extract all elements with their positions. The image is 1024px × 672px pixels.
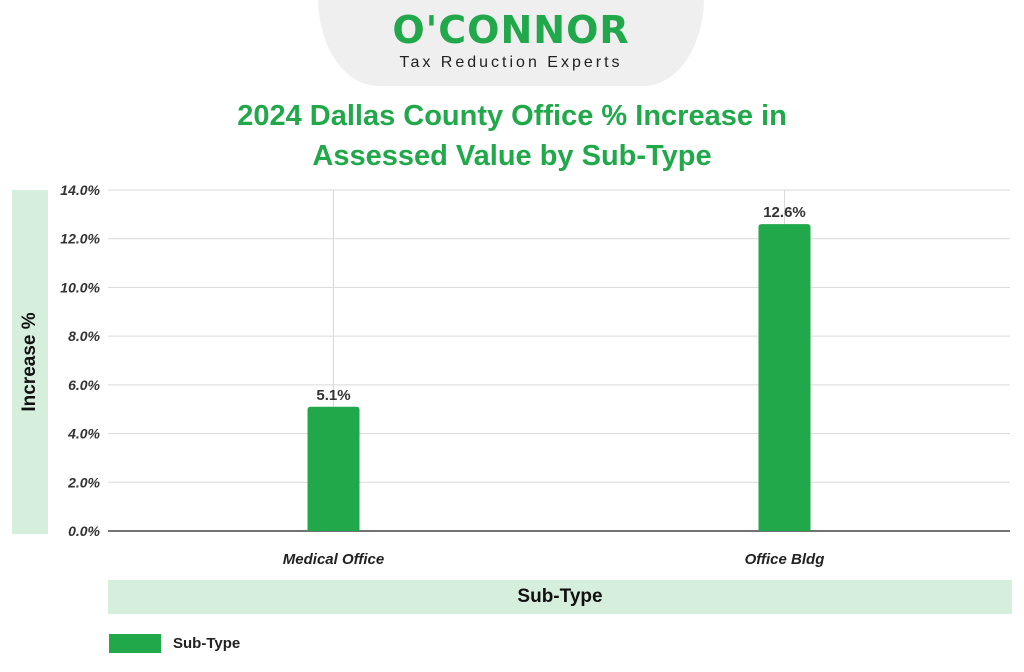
- y-tick-label: 10.0%: [60, 279, 100, 295]
- legend-label: Sub-Type: [173, 635, 241, 652]
- y-tick-label: 0.0%: [68, 523, 100, 539]
- bar: [758, 224, 811, 531]
- y-tick-label: 8.0%: [68, 328, 100, 344]
- y-tick-label: 12.0%: [60, 231, 100, 247]
- chart-title: 2024 Dallas County Office % Increase in …: [0, 96, 1024, 176]
- legend-swatch: [109, 634, 161, 653]
- logo-banner: [318, 0, 704, 86]
- bar-value-label: 12.6%: [763, 204, 806, 221]
- chart-title-line-1: 2024 Dallas County Office % Increase in: [237, 100, 787, 132]
- x-axis-label: Sub-Type: [517, 586, 603, 607]
- y-axis-label-band: [12, 190, 48, 534]
- y-tick-label: 14.0%: [60, 182, 100, 198]
- x-tick-label: Medical Office: [283, 551, 384, 568]
- x-axis-label-band: [108, 580, 1012, 614]
- brand-logo: O'CONNOR: [392, 8, 630, 52]
- bar-value-label: 5.1%: [316, 387, 350, 404]
- bar: [307, 406, 360, 531]
- y-tick-label: 4.0%: [67, 426, 100, 442]
- y-tick-label: 2.0%: [67, 474, 100, 490]
- brand-tagline: Tax Reduction Experts: [399, 54, 623, 71]
- x-tick-label: Office Bldg: [745, 551, 825, 568]
- y-tick-label: 6.0%: [68, 377, 100, 393]
- chart-title-line-2: Assessed Value by Sub-Type: [312, 140, 712, 172]
